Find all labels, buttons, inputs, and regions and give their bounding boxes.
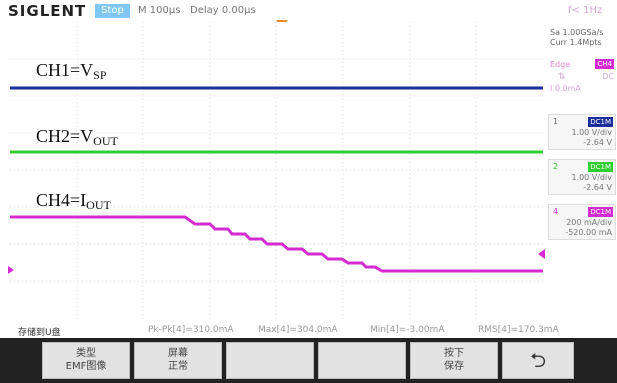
- trigger-source[interactable]: CH4: [595, 59, 614, 69]
- save-status-text: 存储到U盘: [18, 328, 61, 338]
- right-info-panel: Sa 1.00GSa/s Curr 1.4Mpts Edge CH4 ⇅ DC …: [546, 22, 617, 322]
- waveform-grid: CH1=VSP CH2=VOUT CH4=IOUT: [10, 22, 543, 320]
- trigger-frequency: f< 1Hz: [568, 5, 603, 16]
- ch2-info-box[interactable]: 2 DC1M 1.00 V/div -2.64 V: [548, 159, 616, 195]
- screen-softkey-value: 正常: [168, 361, 188, 372]
- ch1-coupling: DC1M: [588, 117, 613, 127]
- measurement-bar: 存储到U盘 Pk-Pk[4]=310.0mA Max[4]=304.0mA Mi…: [0, 322, 617, 338]
- trigger-level-marker[interactable]: [538, 249, 545, 259]
- top-status-bar: SIGLENT Stop M 100μs Delay 0.00μs f< 1Hz: [0, 0, 617, 22]
- ch1-info-box[interactable]: 1 DC1M 1.00 V/div -2.64 V: [548, 114, 616, 150]
- ch1-scale: 1.00 V/div: [571, 128, 612, 137]
- ch2-trace-label: CH2=VOUT: [36, 126, 118, 149]
- return-arrow-icon: ⮌: [529, 348, 547, 372]
- ch2-number: 2: [553, 162, 559, 171]
- return-softkey[interactable]: ⮌: [502, 342, 574, 379]
- ch4-info-box[interactable]: 4 DC1M 200 mA/div -520.00 mA: [548, 204, 616, 240]
- measure-max: Max[4]=304.0mA: [258, 325, 338, 335]
- ch4-trace: [10, 215, 543, 273]
- ch2-label-sub: OUT: [93, 134, 118, 148]
- ch2-coupling: DC1M: [588, 162, 613, 172]
- empty-softkey-3[interactable]: [226, 342, 314, 379]
- ch1-offset: -2.64 V: [583, 138, 612, 147]
- type-softkey-label: 类型: [76, 348, 96, 359]
- ch1-trace-label: CH1=VSP: [36, 60, 107, 83]
- ch4-number: 4: [553, 207, 559, 216]
- type-softkey[interactable]: 类型 EMF图像: [42, 342, 130, 379]
- ch1-label-sub: SP: [93, 68, 107, 82]
- press-save-value: 保存: [444, 361, 464, 372]
- run-state-badge[interactable]: Stop: [95, 4, 130, 18]
- press-save-softkey[interactable]: 按下 保存: [410, 342, 498, 379]
- ch1-number: 1: [553, 117, 559, 126]
- measure-min: Min[4]=-3.00mA: [370, 325, 445, 335]
- ch4-trace-label: CH4=IOUT: [36, 190, 111, 213]
- ch4-scale: 200 mA/div: [566, 218, 612, 227]
- press-save-label: 按下: [444, 348, 464, 359]
- grid-lines: [10, 22, 543, 320]
- ch2-scale: 1.00 V/div: [571, 173, 612, 182]
- rising-edge-icon: ⇅: [558, 72, 566, 82]
- trigger-coupling: DC: [602, 72, 614, 81]
- ch4-offset-marker[interactable]: [8, 266, 14, 274]
- timebase-readout[interactable]: M 100μs: [138, 5, 181, 16]
- ch4-label-sub: OUT: [86, 198, 111, 212]
- sample-rate: Sa 1.00GSa/s: [550, 28, 604, 37]
- memory-depth: Curr 1.4Mpts: [550, 38, 602, 47]
- screen-softkey[interactable]: 屏幕 正常: [134, 342, 222, 379]
- trigger-level: I 0.0mA: [550, 84, 581, 93]
- ch1-label-text: CH1=V: [36, 60, 94, 80]
- type-softkey-value: EMF图像: [65, 361, 107, 372]
- ch4-coupling: DC1M: [588, 207, 613, 217]
- screen-softkey-label: 屏幕: [168, 348, 188, 359]
- ch4-label-text: CH4=I: [36, 190, 87, 210]
- ch2-offset: -2.64 V: [583, 183, 612, 192]
- softkey-menu: 类型 EMF图像 屏幕 正常 按下 保存 ⮌: [0, 338, 617, 383]
- waveform-svg: [10, 22, 543, 320]
- trigger-type[interactable]: Edge: [550, 60, 571, 69]
- measure-rms: RMS[4]=170.3mA: [478, 325, 559, 335]
- ch2-label-text: CH2=V: [36, 126, 94, 146]
- brand-logo: SIGLENT: [8, 2, 87, 20]
- empty-softkey-4[interactable]: [318, 342, 406, 379]
- delay-readout[interactable]: Delay 0.00μs: [190, 5, 256, 16]
- ch4-offset: -520.00 mA: [565, 228, 612, 237]
- measure-pkpk: Pk-Pk[4]=310.0mA: [148, 325, 234, 335]
